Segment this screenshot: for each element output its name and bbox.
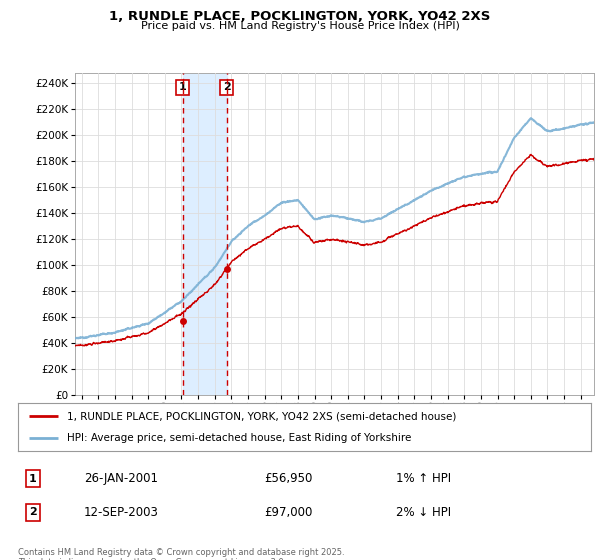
Text: 1: 1 [29, 474, 37, 484]
Text: Price paid vs. HM Land Registry's House Price Index (HPI): Price paid vs. HM Land Registry's House … [140, 21, 460, 31]
Text: 1, RUNDLE PLACE, POCKLINGTON, YORK, YO42 2XS (semi-detached house): 1, RUNDLE PLACE, POCKLINGTON, YORK, YO42… [67, 411, 456, 421]
Text: 1, RUNDLE PLACE, POCKLINGTON, YORK, YO42 2XS: 1, RUNDLE PLACE, POCKLINGTON, YORK, YO42… [109, 10, 491, 23]
Text: 2% ↓ HPI: 2% ↓ HPI [396, 506, 451, 519]
Text: HPI: Average price, semi-detached house, East Riding of Yorkshire: HPI: Average price, semi-detached house,… [67, 433, 411, 443]
Text: 1% ↑ HPI: 1% ↑ HPI [396, 472, 451, 486]
Text: 2: 2 [29, 507, 37, 517]
Text: 2: 2 [223, 82, 230, 92]
Text: 12-SEP-2003: 12-SEP-2003 [84, 506, 159, 519]
Text: £56,950: £56,950 [264, 472, 313, 486]
Text: £97,000: £97,000 [264, 506, 313, 519]
Text: Contains HM Land Registry data © Crown copyright and database right 2025.
This d: Contains HM Land Registry data © Crown c… [18, 548, 344, 560]
Text: 1: 1 [179, 82, 187, 92]
Text: 26-JAN-2001: 26-JAN-2001 [84, 472, 158, 486]
Bar [182, 73, 227, 395]
